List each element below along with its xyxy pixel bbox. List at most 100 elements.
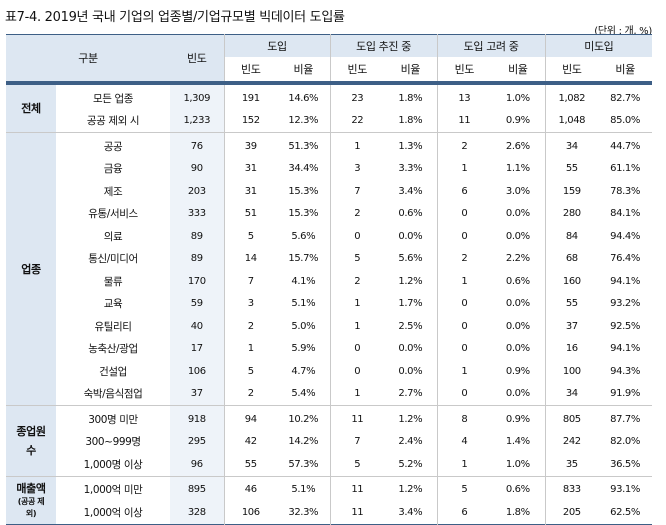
cell-count: 31: [223, 157, 278, 180]
cell-ratio: 5.6%: [398, 253, 423, 265]
row-total-count: 76: [170, 132, 225, 158]
cell-ratio: 57.3%: [288, 458, 319, 470]
row-total-count: 1,309: [170, 83, 225, 110]
subheader-ratio: 비율: [598, 57, 653, 83]
cell-ratio: 0.0%: [505, 298, 530, 310]
cell-count: 1: [436, 270, 492, 293]
cell-count: 35: [544, 453, 599, 476]
row-label: 통신/미디어: [88, 253, 138, 266]
cell-ratio: 3.0%: [505, 185, 530, 197]
cell-ratio: 5.4%: [291, 388, 316, 400]
subheader-count: 빈도: [223, 57, 278, 83]
row-label: 교육: [103, 298, 123, 311]
row-total-count: 333: [170, 202, 225, 225]
subheader-count: 빈도: [544, 57, 599, 83]
table-row: 300~999명 295 42 14.2% 7 2.4% 4 1.4% 242 82.0%: [6, 430, 652, 453]
cell-ratio: 0.9%: [505, 413, 530, 425]
cell-count: 833: [544, 476, 599, 501]
cell-count: 5: [329, 247, 385, 270]
cell-ratio: 5.2%: [398, 458, 423, 470]
cell-count: 39: [223, 132, 278, 158]
cell-count: 11: [329, 405, 385, 431]
cell-ratio: 3.4%: [398, 506, 423, 518]
cell-count: 1: [329, 382, 385, 406]
cell-ratio: 2.4%: [398, 436, 423, 448]
cell-count: 55: [544, 157, 599, 180]
table-row: 업종 공공 76 39 51.3% 1 1.3% 2 2.6% 34 44.7%: [6, 132, 652, 406]
unit-label: (단위 : 개, %): [594, 26, 652, 37]
cell-ratio: 3.4%: [398, 185, 423, 197]
section-total: 전체 모든 업종 1,309 191 14.6% 23 1.8% 13 1.0% 1,082 82.…: [6, 83, 653, 133]
cell-count: 7: [329, 180, 385, 203]
cell-count: 13: [436, 83, 492, 110]
row-total-count: 106: [170, 360, 225, 383]
cell-ratio: 0.0%: [398, 365, 423, 377]
cell-ratio: 1.1%: [505, 163, 530, 175]
cell-ratio: 82.0%: [610, 436, 640, 448]
cell-count: 3: [223, 292, 278, 315]
cell-count: 5: [436, 476, 492, 501]
cell-ratio: 0.0%: [505, 343, 530, 355]
cell-count: 2: [329, 202, 385, 225]
cell-ratio: 84.1%: [610, 208, 640, 220]
cell-ratio: 10.2%: [288, 413, 319, 425]
section-label: 매출액 (공공 제외): [6, 476, 56, 524]
cell-ratio: 4.1%: [291, 275, 316, 287]
cell-count: 55: [544, 292, 599, 315]
table-row: 유통/서비스 333 51 15.3% 2 0.6% 0 0.0% 280 84.1%: [6, 202, 652, 225]
cell-ratio: 36.5%: [610, 458, 640, 470]
cell-count: 94: [223, 405, 278, 431]
cell-count: 1: [436, 157, 492, 180]
row-label: 공공: [103, 140, 123, 153]
cell-count: 23: [329, 83, 385, 110]
cell-ratio: 0.6%: [398, 208, 423, 220]
table-header: 구분 빈도 도입 도입 추진 중 도입 고려 중 미도입 빈도 비율 빈도 비율…: [6, 34, 653, 83]
cell-count: 0: [436, 337, 492, 360]
section-name: 매출액: [16, 481, 46, 495]
cell-ratio: 1.8%: [505, 506, 530, 518]
cell-count: 16: [544, 337, 599, 360]
table-row: 매출액 (공공 제외) 1,000억 미만 895 46 5.1% 11 1.2% 5 0.6% 8…: [6, 476, 652, 524]
row-label: 모든 업종: [93, 92, 133, 105]
cell-ratio: 1.0%: [505, 458, 530, 470]
cell-ratio: 93.1%: [610, 484, 640, 496]
row-label: 300명 미만: [88, 413, 138, 426]
cell-ratio: 15.3%: [288, 208, 319, 220]
cell-count: 100: [544, 360, 599, 383]
cell-ratio: 76.4%: [610, 253, 640, 265]
cell-count: 0: [329, 360, 385, 383]
cell-count: 1: [329, 132, 385, 158]
cell-count: 0: [436, 315, 492, 338]
cell-count: 6: [436, 501, 492, 524]
header-total: 빈도: [170, 34, 225, 83]
cell-ratio: 87.7%: [610, 413, 640, 425]
cell-count: 0: [329, 337, 385, 360]
cell-count: 42: [223, 430, 278, 453]
header-group-in-progress: 도입 추진 중: [329, 34, 438, 57]
cell-ratio: 2.7%: [398, 388, 423, 400]
cell-ratio: 94.3%: [610, 365, 640, 377]
cell-count: 5: [223, 225, 278, 248]
cell-ratio: 2.5%: [398, 320, 423, 332]
cell-ratio: 0.0%: [505, 320, 530, 332]
row-label: 의료: [103, 230, 123, 243]
cell-ratio: 0.0%: [398, 343, 423, 355]
cell-ratio: 1.2%: [398, 275, 423, 287]
cell-count: 8: [436, 405, 492, 431]
cell-count: 159: [544, 180, 599, 203]
cell-count: 5: [329, 453, 385, 476]
table-row: 건설업 106 5 4.7% 0 0.0% 1 0.9% 100 94.3%: [6, 360, 652, 383]
cell-ratio: 5.9%: [291, 343, 316, 355]
cell-count: 152: [223, 109, 278, 133]
cell-count: 34: [544, 132, 599, 158]
section-label: 업종: [6, 132, 56, 406]
section-name: 전체: [21, 102, 41, 116]
cell-count: 84: [544, 225, 599, 248]
cell-ratio: 14.2%: [288, 436, 319, 448]
row-label: 금융: [103, 163, 123, 176]
row-total-count: 918: [170, 405, 225, 431]
cell-count: 7: [223, 270, 278, 293]
cell-count: 51: [223, 202, 278, 225]
cell-count: 1: [329, 292, 385, 315]
table-row: 공공 제외 시 1,233 152 12.3% 22 1.8% 11 0.9% 1,048 85.…: [6, 109, 652, 133]
